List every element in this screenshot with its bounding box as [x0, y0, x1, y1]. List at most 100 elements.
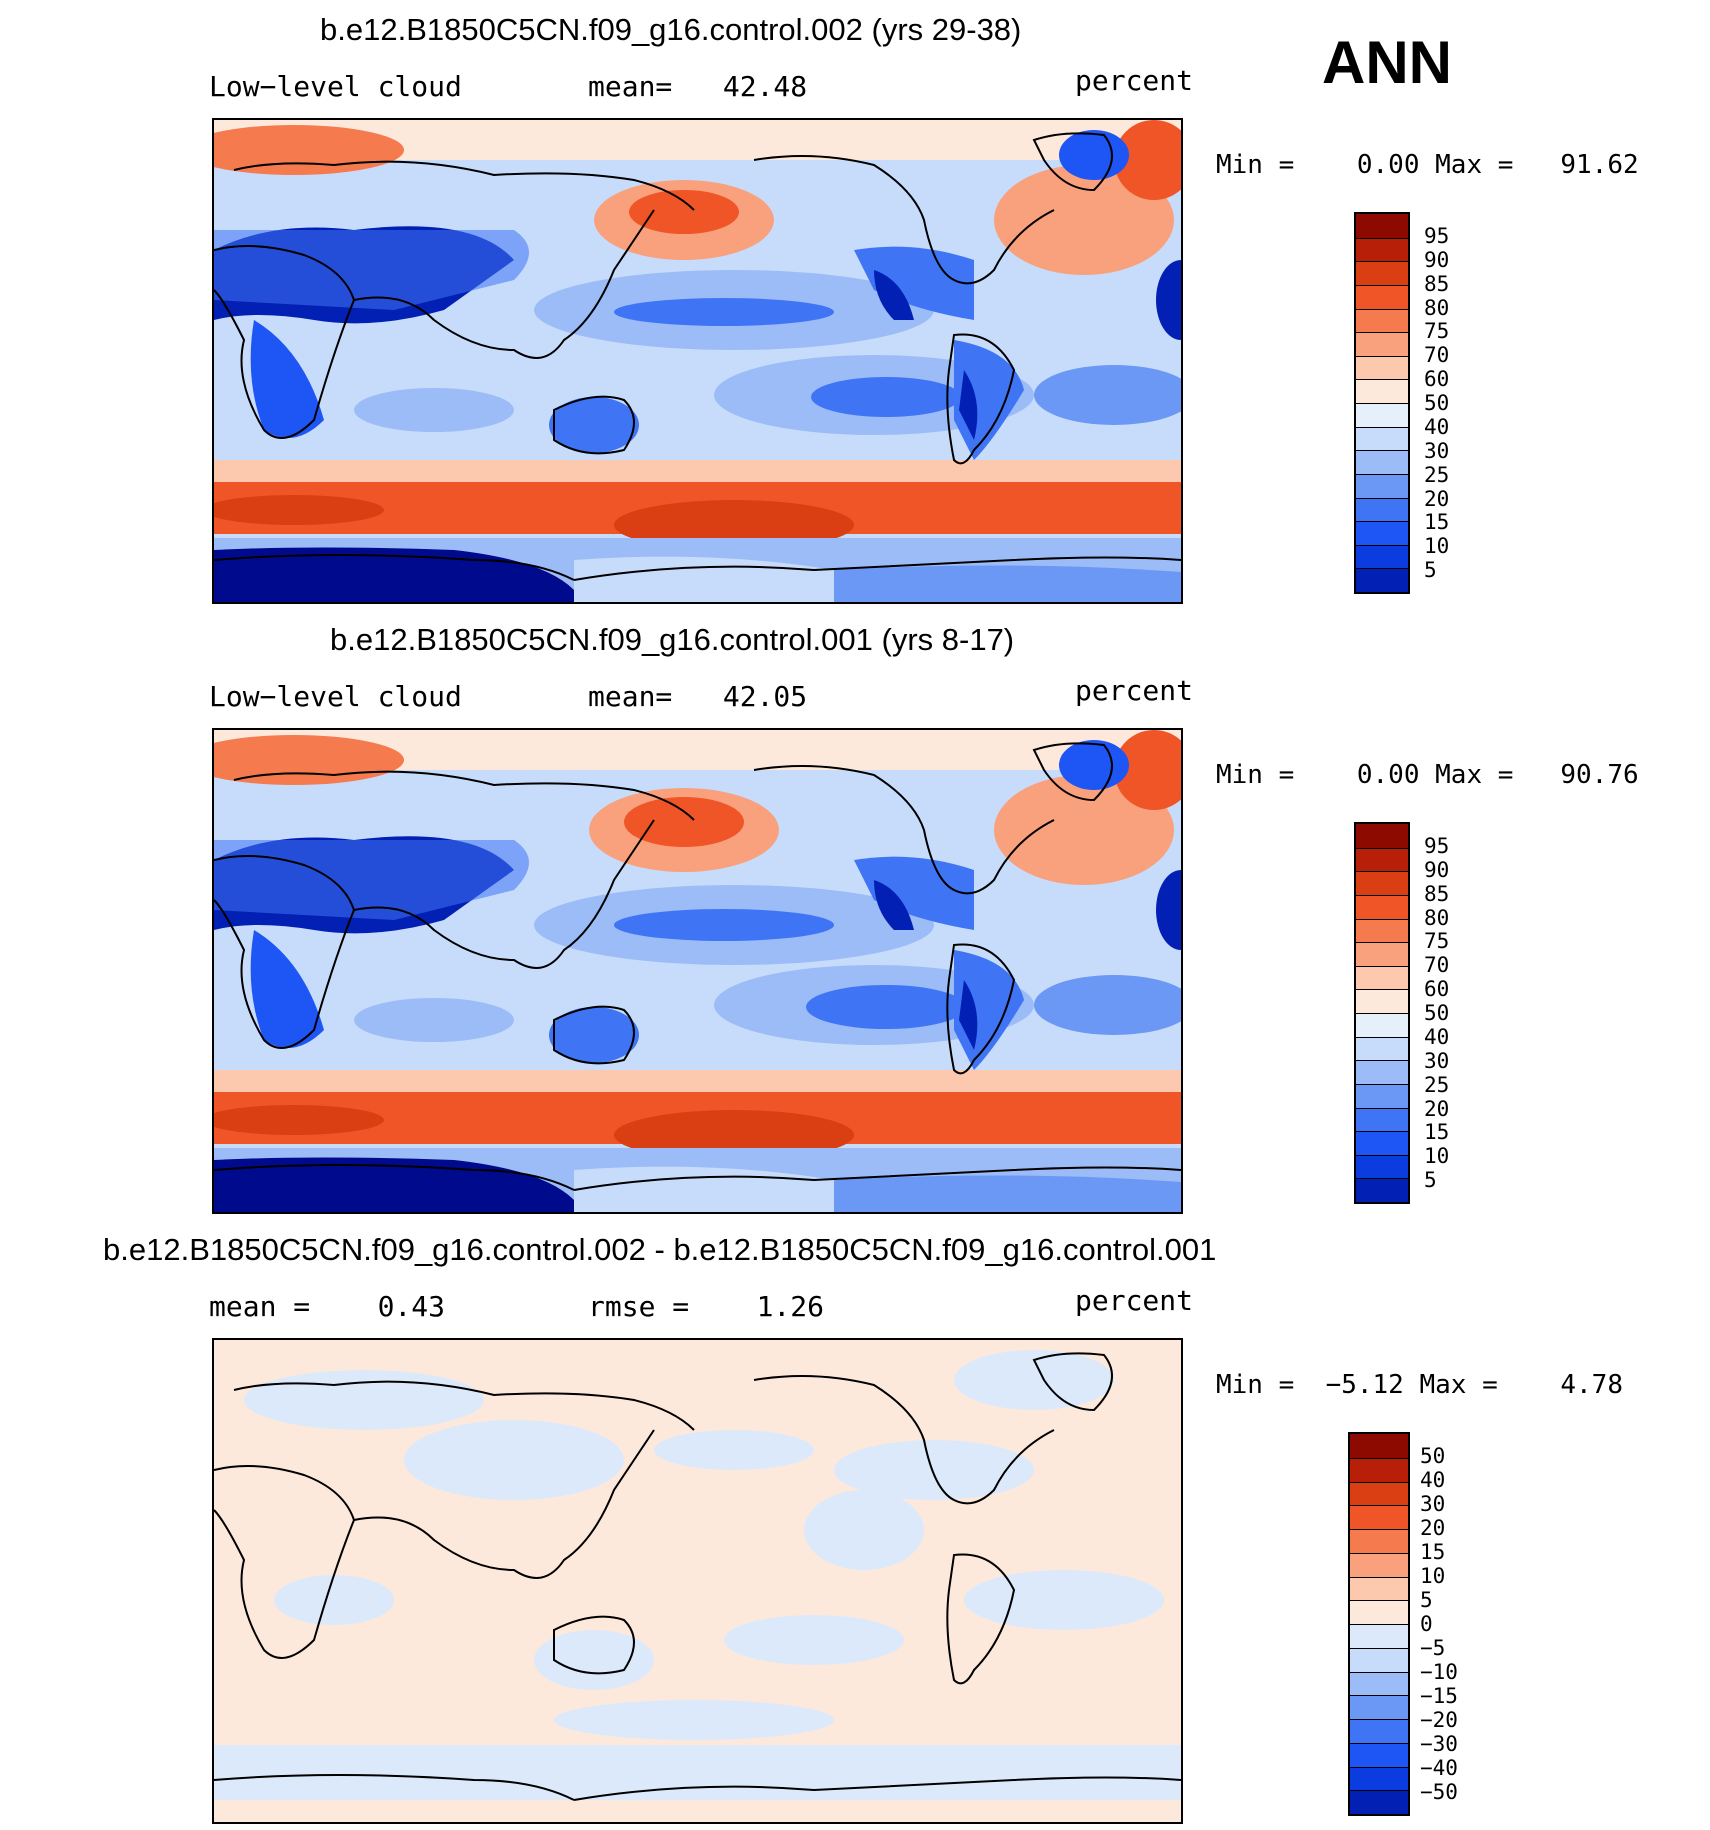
colorbar-swatch: [1356, 1178, 1408, 1202]
panel3-rmse: rmse = 1.26: [588, 1290, 825, 1323]
colorbar-tick-label: 15: [1424, 510, 1450, 535]
colorbar-swatch: [1356, 521, 1408, 545]
colorbar-swatch: [1350, 1671, 1408, 1696]
colorbar-swatch: [1350, 1505, 1408, 1529]
colorbar-swatch: [1356, 871, 1408, 895]
colorbar-swatch: [1356, 426, 1408, 451]
colorbar-swatch: [1350, 1457, 1408, 1482]
colorbar-tick-label: 5: [1424, 1168, 1437, 1193]
panel1-variable: Low−level cloud: [209, 70, 462, 103]
colorbar-swatch: [1350, 1766, 1408, 1791]
colorbar-tick-label: −10: [1420, 1660, 1458, 1684]
colorbar-swatch: [1350, 1600, 1408, 1624]
colorbar-tick-label: 75: [1424, 929, 1450, 954]
colorbar-swatch: [1356, 403, 1408, 427]
colorbar-tick-label: 30: [1420, 1492, 1446, 1516]
colorbar-swatch: [1356, 1036, 1408, 1061]
colorbar-swatch: [1350, 1529, 1408, 1553]
colorbar-swatch: [1356, 284, 1408, 309]
colorbar-swatch: [1350, 1434, 1408, 1458]
panel3-units: percent: [1075, 1284, 1194, 1317]
colorbar-tick-label: 60: [1424, 977, 1450, 1002]
colorbar-swatch: [1350, 1742, 1408, 1767]
panel2-variable: Low−level cloud: [209, 680, 462, 713]
colorbar-tick-label: 50: [1420, 1444, 1446, 1468]
panel1-minmax: Min = 0.00 Max = 91.62: [1216, 150, 1639, 180]
panel2-minmax: Min = 0.00 Max = 90.76: [1216, 760, 1639, 790]
panel2-map: [212, 728, 1183, 1214]
colorbar-tick-label: 50: [1424, 391, 1450, 415]
colorbar-swatch: [1356, 308, 1408, 333]
colorbar-tick-label: 20: [1424, 486, 1450, 511]
colorbar-swatch: [1356, 1154, 1408, 1179]
colorbar-tick-label: 30: [1424, 1048, 1450, 1073]
colorbar-swatch: [1350, 1552, 1408, 1577]
panel2-units: percent: [1075, 674, 1194, 707]
panel1-map: [212, 118, 1183, 604]
colorbar-tick-label: 50: [1424, 1001, 1450, 1025]
panel2-mean: mean= 42.05: [588, 680, 808, 713]
colorbar-tick-label: 5: [1420, 1588, 1433, 1612]
colorbar-tick-label: 75: [1424, 319, 1450, 344]
colorbar-tick-label: 40: [1424, 1024, 1450, 1049]
colorbar-swatch: [1356, 894, 1408, 919]
colorbar-tick-label: 95: [1424, 833, 1450, 858]
panel3-colorbar: [1348, 1432, 1410, 1816]
colorbar-tick-label: 60: [1424, 367, 1450, 392]
colorbar-swatch: [1356, 965, 1408, 990]
colorbar-swatch: [1356, 355, 1408, 380]
colorbar-tick-label: 80: [1424, 905, 1450, 930]
colorbar-tick-label: 10: [1424, 1144, 1450, 1169]
colorbar-tick-label: 40: [1424, 414, 1450, 439]
colorbar-swatch: [1356, 237, 1408, 262]
colorbar-tick-label: 70: [1424, 343, 1450, 368]
panel3-minmax: Min = −5.12 Max = 4.78: [1216, 1370, 1623, 1400]
colorbar-tick-label: 30: [1424, 438, 1450, 463]
colorbar-swatch: [1356, 1131, 1408, 1155]
panel3-map: [212, 1338, 1183, 1824]
colorbar-swatch: [1356, 1013, 1408, 1037]
colorbar-swatch: [1356, 1083, 1408, 1108]
panel3-map-svg: [214, 1340, 1181, 1822]
colorbar-swatch: [1350, 1790, 1408, 1814]
panel2-map-svg: [214, 730, 1181, 1212]
colorbar-tick-label: −15: [1420, 1684, 1458, 1708]
colorbar-swatch: [1356, 989, 1408, 1013]
colorbar-tick-label: 15: [1424, 1120, 1450, 1145]
colorbar-swatch: [1350, 1624, 1408, 1648]
panel3-title: b.e12.B1850C5CN.f09_g16.control.002 - b.…: [103, 1232, 1217, 1267]
colorbar-tick-label: 80: [1424, 295, 1450, 320]
panel2-colorbar: [1354, 822, 1410, 1204]
colorbar-tick-label: 10: [1420, 1564, 1446, 1588]
colorbar-swatch: [1356, 261, 1408, 285]
colorbar-swatch: [1356, 568, 1408, 592]
colorbar-tick-label: 25: [1424, 462, 1450, 487]
colorbar-swatch: [1350, 1647, 1408, 1672]
colorbar-swatch: [1356, 1060, 1408, 1084]
colorbar-swatch: [1356, 1107, 1408, 1132]
colorbar-tick-label: 0: [1420, 1612, 1433, 1636]
colorbar-swatch: [1350, 1481, 1408, 1506]
colorbar-swatch: [1356, 473, 1408, 498]
colorbar-swatch: [1356, 942, 1408, 966]
colorbar-swatch: [1356, 544, 1408, 569]
colorbar-tick-label: 15: [1420, 1540, 1446, 1564]
colorbar-tick-label: 20: [1424, 1096, 1450, 1121]
colorbar-tick-label: −40: [1420, 1756, 1458, 1780]
colorbar-tick-label: 90: [1424, 857, 1450, 882]
colorbar-swatch: [1356, 379, 1408, 403]
colorbar-tick-label: −50: [1420, 1780, 1458, 1804]
panel2-title: b.e12.B1850C5CN.f09_g16.control.001 (yrs…: [330, 622, 1015, 657]
colorbar-swatch: [1356, 824, 1408, 848]
colorbar-swatch: [1356, 918, 1408, 943]
colorbar-tick-label: −30: [1420, 1732, 1458, 1756]
panel1-colorbar: [1354, 212, 1410, 594]
colorbar-tick-label: 25: [1424, 1072, 1450, 1097]
colorbar-swatch: [1356, 214, 1408, 238]
colorbar-tick-label: −20: [1420, 1708, 1458, 1732]
colorbar-tick-label: 20: [1420, 1516, 1446, 1540]
panel1-units: percent: [1075, 64, 1194, 97]
colorbar-tick-label: −5: [1420, 1636, 1446, 1660]
colorbar-swatch: [1350, 1719, 1408, 1743]
season-label: ANN: [1322, 29, 1452, 96]
